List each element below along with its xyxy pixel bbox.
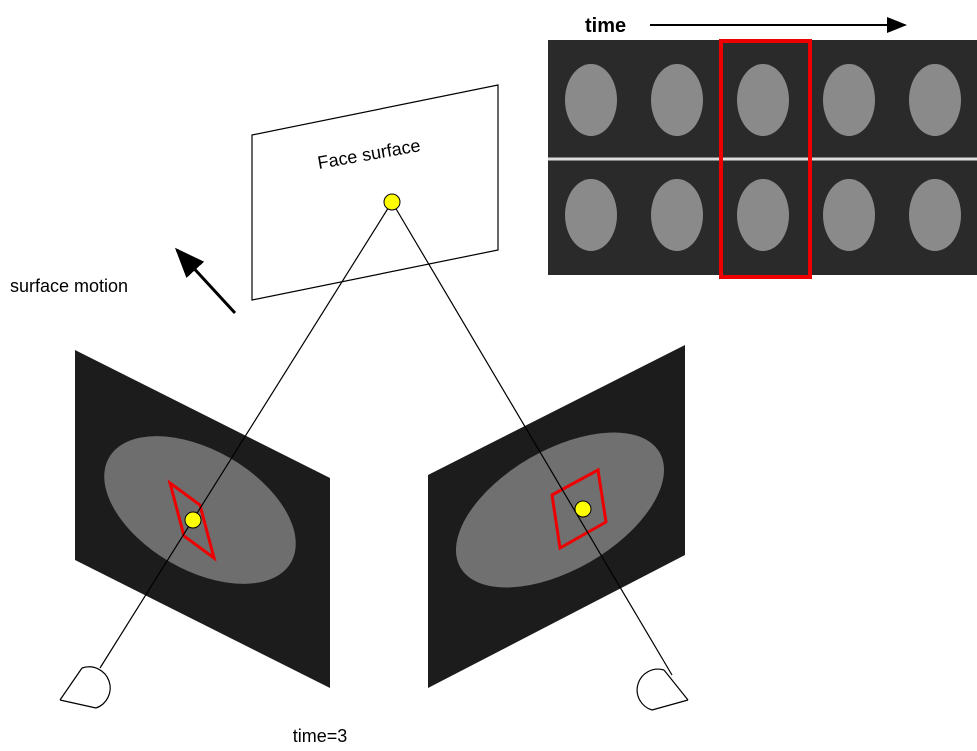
frame-strip <box>548 40 977 277</box>
left-point <box>185 512 201 528</box>
right-point <box>575 501 591 517</box>
time-label: time <box>585 15 626 37</box>
time-caption: time=3 <box>293 726 348 746</box>
motion-arrow <box>177 250 235 313</box>
diagram: time Face surface surface motion time=3 <box>0 0 977 751</box>
surface-point <box>384 194 400 210</box>
face-surface <box>252 85 498 300</box>
right-eye <box>637 669 688 710</box>
left-eye <box>60 667 110 708</box>
surface-motion-label: surface motion <box>10 276 128 296</box>
